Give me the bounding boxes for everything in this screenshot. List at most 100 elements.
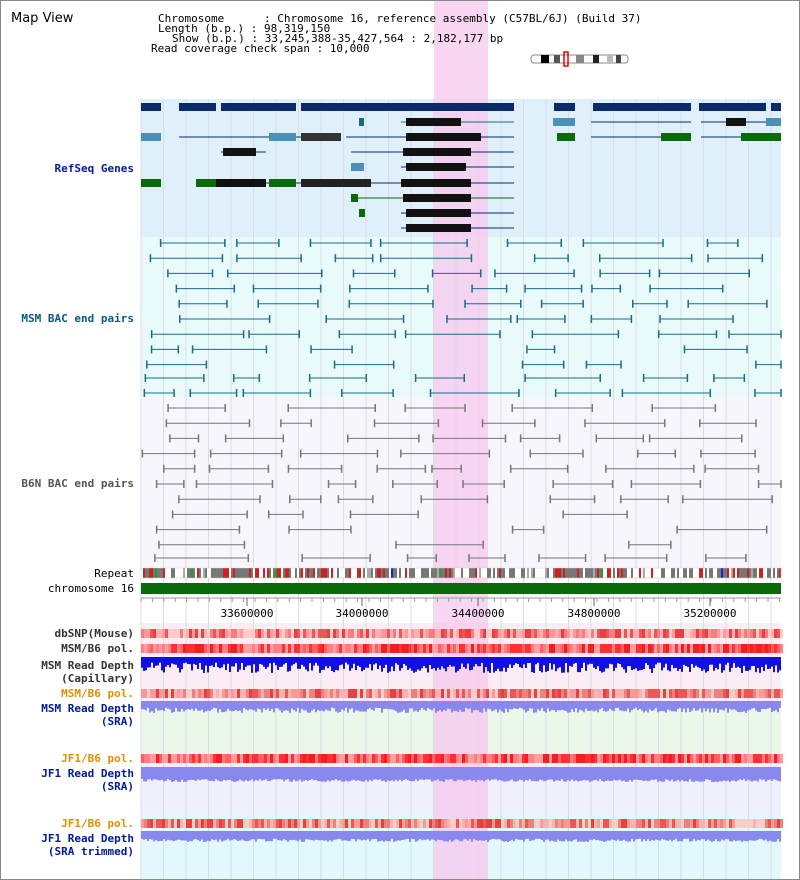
heat-cell (222, 689, 225, 698)
heat-cell (306, 819, 309, 828)
depth-bar (287, 657, 289, 672)
depth-bar (307, 831, 309, 840)
depth-bar (709, 831, 711, 841)
track-label-b6n-bac[interactable]: B6N BAC end pairs (21, 477, 134, 490)
heat-cell (300, 819, 303, 828)
depth-bar (493, 831, 495, 839)
depth-bar (177, 701, 179, 712)
repeat-mark (513, 568, 515, 578)
heat-cell (456, 754, 459, 763)
depth-bar (377, 831, 379, 842)
depth-bar (141, 701, 143, 710)
depth-bar (543, 767, 545, 782)
track-label-jf1-trim[interactable]: JF1 Read Depth (41, 832, 134, 845)
heat-cell (711, 644, 714, 653)
depth-bar (657, 701, 659, 713)
heat-cell (258, 819, 261, 828)
repeat-mark (415, 568, 417, 578)
depth-bar (209, 831, 211, 842)
heat-cell (630, 689, 633, 698)
depth-bar (379, 831, 381, 842)
depth-bar (603, 831, 605, 842)
depth-bar (459, 657, 461, 669)
heat-cell (495, 819, 498, 828)
track-label-msm-bac[interactable]: MSM BAC end pairs (21, 312, 134, 325)
depth-bar (393, 831, 395, 842)
track-label-jf1-pol[interactable]: JF1/B6 pol. (61, 752, 134, 765)
heat-cell (717, 629, 720, 638)
heat-cell (366, 689, 369, 698)
heat-cell (303, 689, 306, 698)
heat-cell (717, 754, 720, 763)
depth-bar (625, 657, 627, 673)
depth-bar (319, 701, 321, 711)
heat-cell (777, 644, 780, 653)
track-label-refseq[interactable]: RefSeq Genes (54, 162, 134, 175)
repeat-mark (391, 568, 393, 578)
heat-cell (327, 819, 330, 828)
heat-cell (759, 819, 762, 828)
depth-bar (651, 657, 653, 673)
heat-cell (624, 819, 627, 828)
depth-bar (731, 831, 733, 842)
heat-cell (414, 629, 417, 638)
track-label-msm-depth-sra[interactable]: MSM Read Depth (41, 702, 134, 715)
depth-bar (457, 701, 459, 713)
depth-bar (279, 767, 281, 780)
heat-cell (735, 629, 738, 638)
heat-cell (267, 629, 270, 638)
track-label-jf1-pol-2[interactable]: JF1/B6 pol. (61, 817, 134, 830)
heat-cell (513, 754, 516, 763)
depth-bar (557, 657, 559, 669)
heat-cell (711, 629, 714, 638)
repeat-mark (149, 568, 151, 578)
heat-cell (204, 689, 207, 698)
heat-cell (468, 689, 471, 698)
heat-cell (639, 629, 642, 638)
gene-exon (726, 118, 746, 126)
depth-bar (185, 657, 187, 663)
depth-bar (417, 767, 419, 782)
heat-cell (417, 819, 420, 828)
heat-cell (573, 754, 576, 763)
depth-bar (477, 831, 479, 841)
heat-cell (255, 629, 258, 638)
heat-cell (411, 689, 414, 698)
depth-bar (369, 701, 371, 709)
track-label-msm-depth-cap[interactable]: MSM Read Depth (41, 659, 134, 672)
repeat-mark (757, 568, 759, 578)
repeat-mark (257, 568, 259, 578)
heat-cell (678, 754, 681, 763)
repeat-mark (487, 568, 489, 578)
depth-bar (349, 657, 351, 671)
heat-cell (153, 819, 156, 828)
depth-bar (701, 657, 703, 671)
heat-cell (762, 644, 765, 653)
depth-bar (243, 701, 245, 708)
heat-cell (582, 754, 585, 763)
repeat-mark (267, 568, 269, 578)
depth-bar (161, 831, 163, 842)
heat-cell (168, 629, 171, 638)
depth-bar (501, 701, 503, 712)
heat-cell (144, 689, 147, 698)
heat-cell (516, 644, 519, 653)
track-label-dbsnp[interactable]: dbSNP(Mouse) (54, 627, 134, 640)
repeat-mark (663, 568, 665, 578)
track-label-jf1-depth[interactable]: JF1 Read Depth (41, 767, 134, 780)
track-label-msm-b6-pol[interactable]: MSM/B6 pol. (61, 642, 134, 655)
heat-cell (183, 819, 186, 828)
heat-cell (612, 644, 615, 653)
track-label-repeat[interactable]: Repeat (94, 567, 134, 580)
heat-cell (477, 644, 480, 653)
track-label-msm-b6-pol-2[interactable]: MSM/B6 pol. (61, 687, 134, 700)
heat-cell (267, 819, 270, 828)
depth-bar (373, 657, 375, 665)
repeat-mark (569, 568, 571, 578)
heat-cell (378, 819, 381, 828)
depth-bar (223, 831, 225, 841)
heat-cell (639, 644, 642, 653)
depth-bar (723, 767, 725, 781)
heat-cell (570, 754, 573, 763)
